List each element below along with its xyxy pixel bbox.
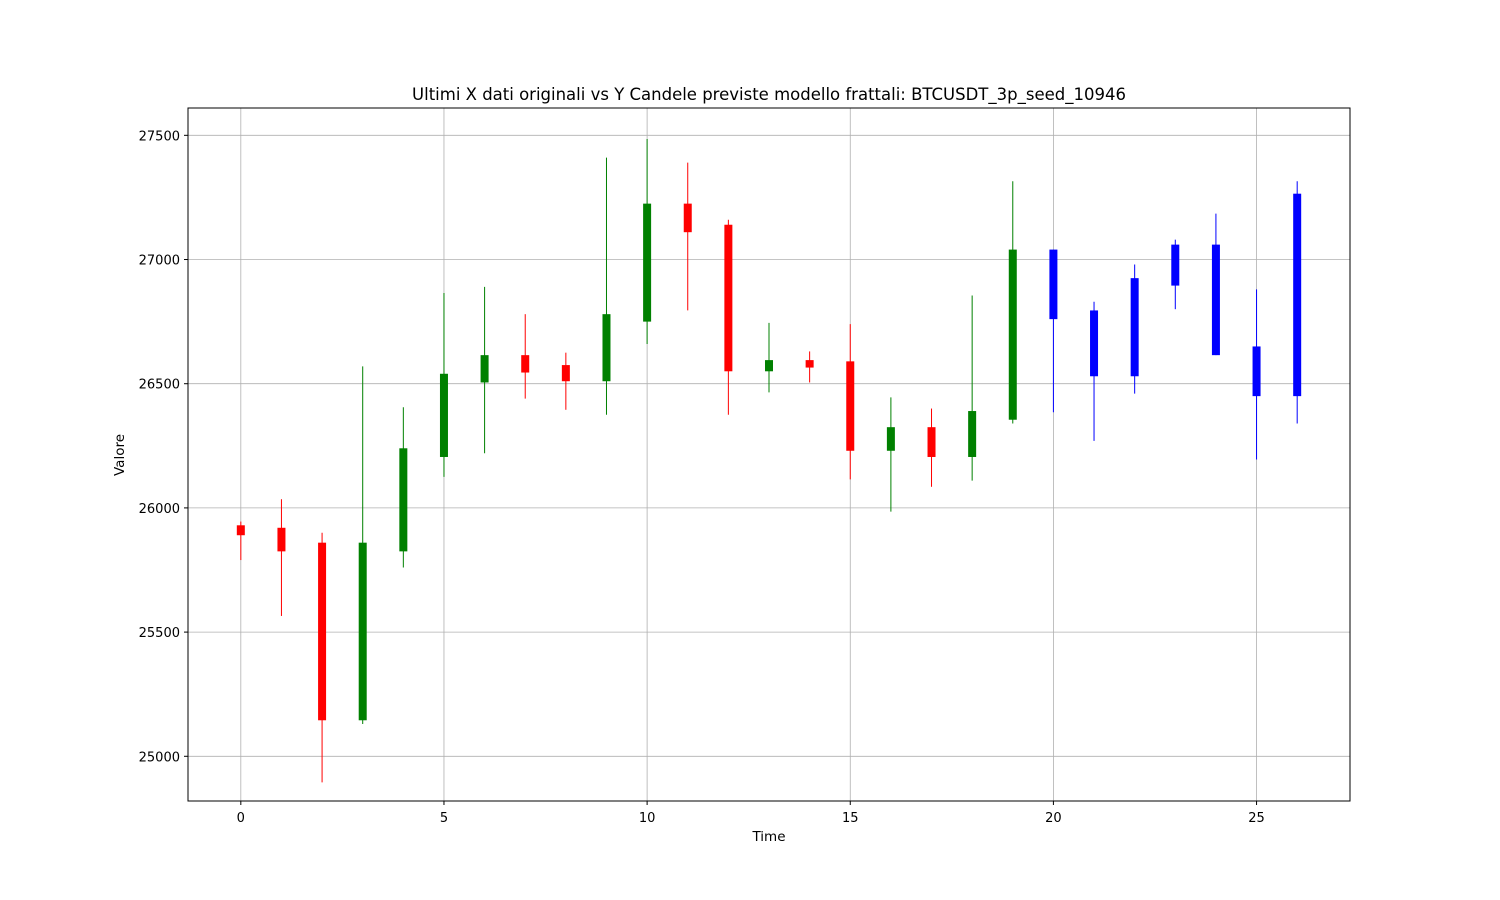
x-tick-label: 10: [639, 811, 656, 826]
candle-body: [602, 314, 611, 382]
candle-body: [1130, 278, 1139, 377]
candle-body: [1211, 244, 1220, 356]
candle-body: [399, 448, 408, 552]
candle-body: [1293, 193, 1302, 397]
candle-body: [277, 527, 286, 552]
candle-body: [318, 542, 327, 721]
candle-body: [968, 411, 977, 457]
x-tick-label: 5: [440, 811, 448, 826]
candle-body: [480, 355, 489, 383]
y-tick-label: 25000: [139, 750, 180, 765]
candle-body: [236, 525, 245, 536]
axes: 0 5 10 15 20 25 25000 25500 26000 26500 27000 27500: [139, 129, 1265, 826]
x-tick-label: 15: [842, 811, 859, 826]
candle-body: [521, 355, 530, 373]
candle-body: [643, 203, 652, 322]
x-tick-label: 20: [1045, 811, 1062, 826]
candle-body: [805, 360, 814, 368]
candle-body: [1252, 346, 1261, 397]
candles: [236, 139, 1302, 783]
x-tick-label: 25: [1248, 811, 1265, 826]
x-tick-label: 0: [237, 811, 245, 826]
y-tick-label: 25500: [139, 626, 180, 641]
candle-body: [1008, 249, 1017, 420]
candle-body: [358, 542, 367, 721]
y-tick-label: 27500: [139, 129, 180, 144]
candle-body: [1171, 244, 1180, 286]
y-tick-label: 26000: [139, 502, 180, 517]
candle-body: [886, 427, 895, 451]
candle-body: [927, 427, 936, 457]
candle-body: [1090, 310, 1099, 377]
y-tick-label: 26500: [139, 378, 180, 393]
y-tick-label: 27000: [139, 254, 180, 269]
x-axis-label: Time: [751, 829, 785, 845]
chart-title: Ultimi X dati originali vs Y Candele pre…: [412, 85, 1126, 105]
y-axis-label: Valore: [112, 434, 128, 476]
candle-body: [683, 203, 692, 233]
candle-body: [724, 224, 733, 372]
candle-body: [1049, 249, 1058, 320]
candle-body: [765, 360, 773, 372]
candle-body: [846, 361, 855, 451]
candle-body: [439, 373, 448, 457]
plot-frame: [187, 107, 1351, 802]
candle-body: [561, 365, 570, 382]
